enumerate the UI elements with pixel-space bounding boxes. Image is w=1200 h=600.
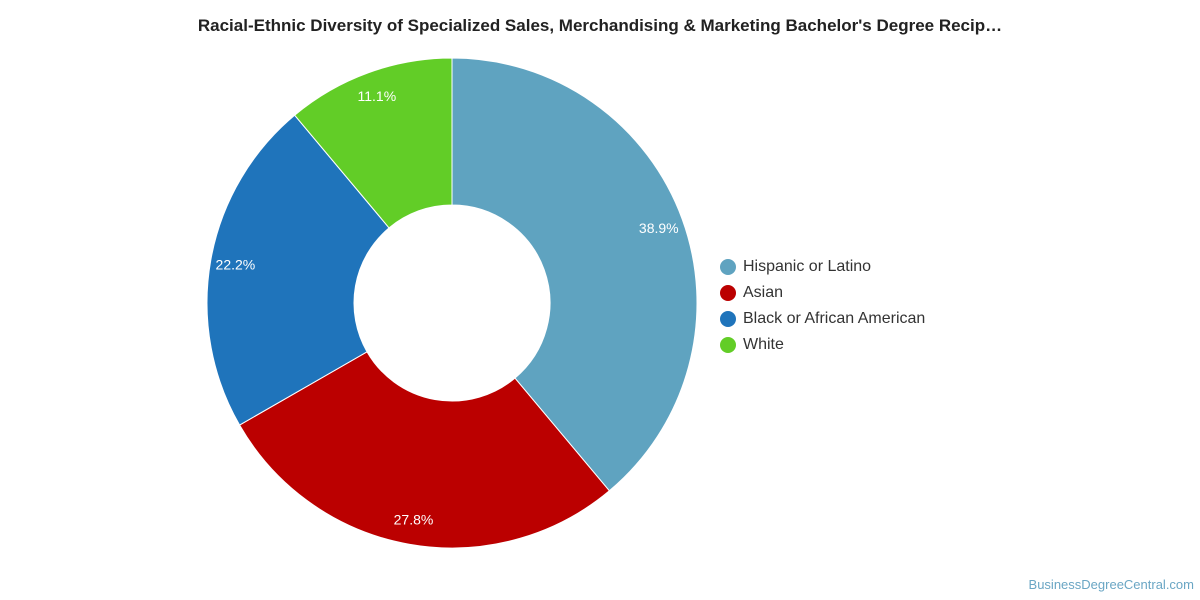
slice-hispanic-or-latino[interactable] bbox=[451, 57, 698, 492]
chart-title: Racial-Ethnic Diversity of Specialized S… bbox=[197, 16, 1003, 35]
legend-label: Asian bbox=[743, 284, 784, 301]
legend-label: Hispanic or Latino bbox=[743, 258, 872, 275]
legend-label: Black or African American bbox=[743, 310, 926, 327]
slice-value-label: 22.2% bbox=[216, 256, 256, 272]
slice-value-label: 11.1% bbox=[357, 88, 396, 104]
legend-swatch bbox=[720, 285, 736, 301]
slice-white[interactable] bbox=[293, 57, 453, 229]
slice-value-label: 38.9% bbox=[639, 220, 679, 236]
slice-value-label: 27.8% bbox=[394, 512, 434, 528]
legend-item-asian[interactable]: Asian bbox=[720, 280, 1020, 306]
source-credit[interactable]: BusinessDegreeCentral.com bbox=[1028, 577, 1194, 592]
legend-label: White bbox=[743, 336, 784, 353]
legend-item-hispanic-or-latino[interactable]: Hispanic or Latino bbox=[720, 254, 1020, 280]
legend-swatch bbox=[720, 337, 736, 353]
legend-item-black-or-african-american[interactable]: Black or African American bbox=[720, 306, 1020, 332]
slice-asian[interactable] bbox=[238, 351, 611, 549]
legend: Hispanic or Latino Asian Black or African … bbox=[720, 254, 1020, 358]
legend-item-white[interactable]: White bbox=[720, 332, 1020, 358]
slice-black-or-african-american[interactable] bbox=[206, 114, 390, 426]
legend-swatch bbox=[720, 311, 736, 327]
legend-swatch bbox=[720, 259, 736, 275]
